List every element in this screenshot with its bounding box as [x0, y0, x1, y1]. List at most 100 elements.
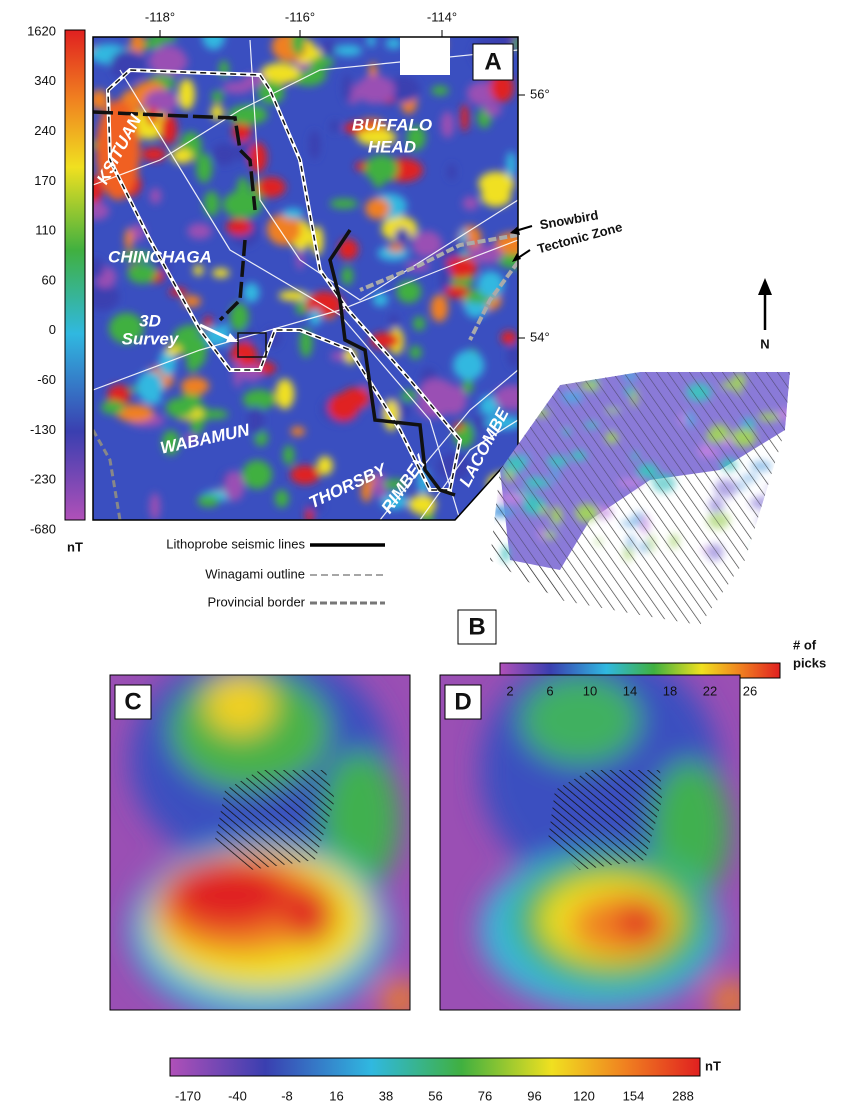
legend-entry: Winagami outline — [205, 566, 305, 581]
pick-density — [556, 372, 575, 381]
anomaly — [431, 86, 449, 96]
anomaly — [342, 74, 352, 102]
pick-density — [775, 517, 789, 532]
colorbar-tick-label: 340 — [34, 73, 56, 88]
colorbar-unit: nT — [67, 539, 83, 554]
colorbar-tick-label: 6 — [546, 683, 553, 698]
anomaly — [291, 426, 305, 436]
anomaly — [197, 495, 219, 507]
legend-entry: Lithoprobe seismic lines — [166, 536, 305, 551]
anomaly — [204, 191, 219, 217]
colorbar-tick-label: -680 — [30, 521, 56, 536]
anomaly — [196, 153, 212, 183]
anomaly — [275, 379, 294, 409]
anomaly — [150, 493, 161, 521]
colorbar-tick-label: 1620 — [27, 23, 56, 38]
anomaly — [212, 143, 237, 165]
colorbar-tick-label: 154 — [623, 1088, 645, 1103]
anomaly — [226, 219, 252, 235]
colorbar-tick-label: 96 — [527, 1088, 541, 1103]
panel-label: C — [124, 688, 141, 715]
anomaly — [389, 314, 399, 329]
anomaly — [463, 196, 479, 210]
anomaly — [242, 460, 272, 489]
panel-label: B — [468, 613, 485, 640]
colorbar-tick-label: 10 — [583, 683, 597, 698]
anomaly — [178, 78, 195, 110]
legend-entry: Provincial border — [207, 594, 305, 609]
pick-density — [521, 390, 541, 408]
anomaly — [365, 155, 399, 182]
longitude-label: -116° — [285, 9, 315, 24]
anomaly — [84, 258, 104, 280]
anomaly — [373, 293, 389, 307]
anomaly — [228, 105, 268, 125]
anomaly — [309, 130, 320, 159]
colorbar-tick-label: 120 — [573, 1088, 595, 1103]
anomaly — [396, 280, 421, 303]
anomaly — [242, 326, 253, 342]
colorbar-tick-label: -8 — [281, 1088, 293, 1103]
colorbar-bottom — [170, 1058, 700, 1076]
colorbar-a — [65, 30, 85, 520]
survey-label: 3D — [139, 311, 161, 330]
colorbar-tick-label: 110 — [35, 223, 56, 238]
anomaly — [150, 188, 162, 204]
anomaly — [341, 388, 370, 410]
anomaly — [444, 285, 468, 298]
anomaly — [257, 177, 286, 197]
colorbar-tick-label: 16 — [329, 1088, 343, 1103]
colorbar-tick-label: 14 — [623, 683, 637, 698]
anomaly — [248, 406, 265, 436]
colorbar-tick-label: 240 — [34, 123, 56, 138]
anomaly — [317, 456, 333, 475]
colorbar-tick-label: 38 — [379, 1088, 393, 1103]
anomaly — [233, 359, 242, 388]
longitude-label: -118° — [145, 9, 175, 24]
colorbar-tick-label: -170 — [175, 1088, 201, 1103]
anomaly — [153, 57, 189, 68]
anomaly — [101, 400, 125, 414]
anomaly — [143, 396, 162, 404]
anomaly — [461, 104, 469, 132]
colorbar-tick-label: 2 — [506, 683, 513, 698]
anomaly — [481, 185, 511, 206]
anomaly — [243, 390, 276, 410]
region-label: BUFFALO — [352, 115, 432, 134]
colorbar-tick-label: 76 — [478, 1088, 492, 1103]
anomaly — [409, 346, 421, 359]
colorbar-tick-label: -60 — [37, 372, 56, 387]
colorbar-unit: # of — [793, 637, 817, 652]
anomaly — [494, 385, 531, 410]
pick-density — [752, 543, 772, 552]
anomaly — [335, 45, 362, 56]
anomaly — [142, 147, 166, 161]
anomaly — [501, 331, 517, 345]
anomaly — [166, 398, 195, 418]
colorbar-tick-label: 22 — [703, 683, 717, 698]
anomaly — [222, 81, 252, 93]
anomaly — [506, 151, 516, 178]
anomaly — [187, 223, 211, 239]
map-a — [83, 24, 534, 525]
north-label: N — [760, 336, 769, 351]
colorbar-tick-label: 170 — [34, 173, 56, 188]
anomaly — [243, 283, 260, 303]
longitude-label: -114° — [427, 9, 457, 24]
anomaly — [83, 201, 110, 220]
pick-density — [757, 516, 779, 526]
colorbar-tick-label: 26 — [743, 683, 757, 698]
survey-label: Survey — [122, 329, 180, 348]
anomaly — [279, 291, 309, 301]
anomaly — [110, 50, 146, 81]
anomaly — [431, 294, 448, 321]
anomaly — [223, 191, 262, 219]
colorbar-tick-label: 56 — [428, 1088, 442, 1103]
anomaly — [282, 208, 303, 219]
colorbar-unit: nT — [705, 1058, 721, 1073]
anomaly — [484, 103, 501, 116]
anomaly — [127, 263, 156, 283]
anomaly — [181, 377, 209, 395]
colorbar-tick-label: 0 — [49, 322, 56, 337]
anomaly — [224, 471, 244, 501]
